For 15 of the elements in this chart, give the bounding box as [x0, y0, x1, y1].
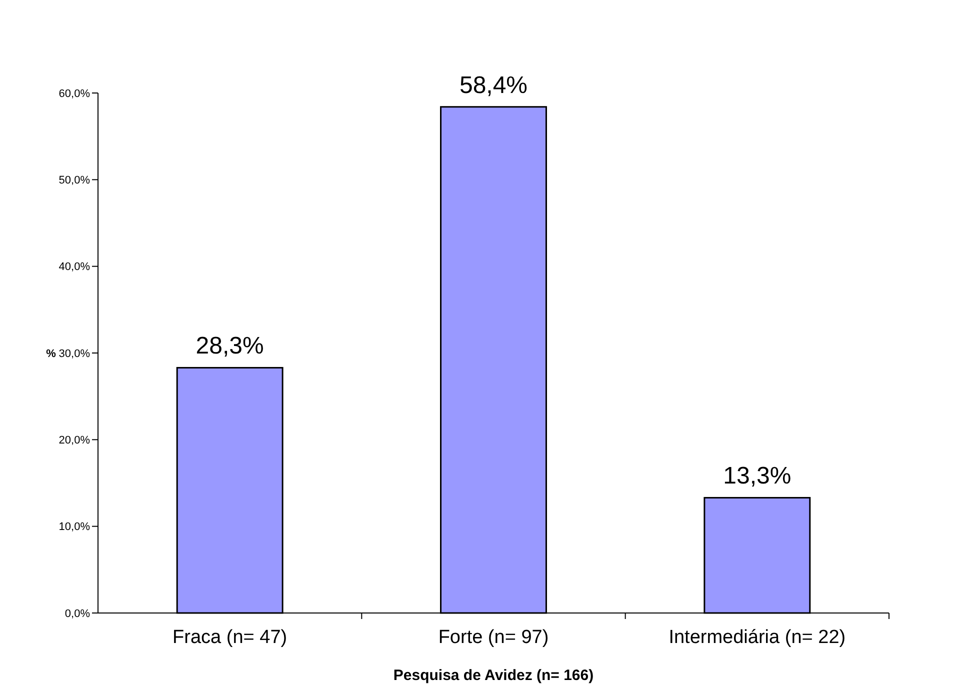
y-tick-label: 10,0% [58, 521, 90, 534]
y-tick-label: 20,0% [58, 434, 90, 447]
x-tick-label: Intermediária (n= 22) [668, 627, 846, 648]
x-axis-title: Pesquisa de Avidez (n= 166) [393, 667, 594, 684]
data-label: 28,3% [196, 332, 264, 360]
data-label: 13,3% [723, 462, 792, 490]
y-axis-title: % [46, 348, 56, 360]
y-tick-label: 40,0% [58, 261, 90, 274]
x-tick-label: Forte (n= 97) [438, 627, 549, 648]
y-tick-label: 0,0% [64, 608, 90, 620]
y-tick-label: 50,0% [58, 174, 90, 187]
y-tick-label: 60,0% [58, 88, 90, 100]
y-tick-label: 30,0% [58, 348, 90, 360]
x-tick-label: Fraca (n= 47) [172, 627, 288, 648]
data-label: 58,4% [459, 72, 528, 99]
